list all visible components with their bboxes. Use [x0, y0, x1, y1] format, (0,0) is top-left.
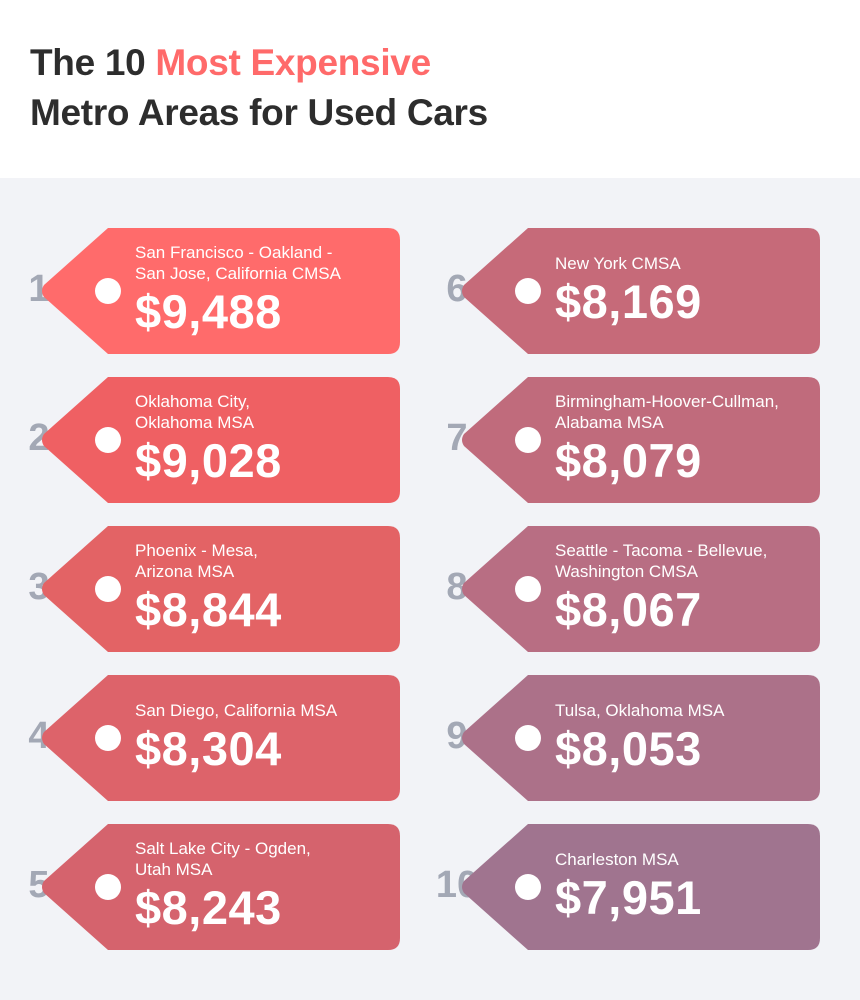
- tag-hole: [515, 576, 541, 602]
- tag-text: San Francisco - Oakland - San Jose, Cali…: [135, 228, 397, 354]
- tag-text: Tulsa, Oklahoma MSA $8,053: [555, 675, 817, 801]
- tag-text: Birmingham-Hoover-Cullman, Alabama MSA $8…: [555, 377, 817, 503]
- tag-shape: [42, 526, 400, 652]
- price-tag: San Diego, California MSA $8,304: [40, 675, 400, 801]
- rank-number: 7: [446, 417, 468, 459]
- rank-number: 3: [28, 566, 50, 608]
- price-tag: Seattle - Tacoma - Bellevue, Washington …: [460, 526, 820, 652]
- tag-text: Phoenix - Mesa, Arizona MSA $8,844: [135, 526, 397, 652]
- metro-area-name: Seattle - Tacoma - Bellevue, Washington …: [555, 541, 768, 581]
- rank-number: 1: [28, 268, 50, 310]
- title-line-1: The 10 Most Expensive: [30, 38, 488, 88]
- title-line-2: Metro Areas for Used Cars: [30, 92, 488, 133]
- average-price: $8,169: [555, 274, 702, 328]
- average-price: $8,067: [555, 583, 702, 636]
- tag-shape: [462, 228, 820, 354]
- tag-body: [462, 824, 820, 950]
- tag-hole: [95, 874, 121, 900]
- tag-text: San Diego, California MSA $8,304: [135, 675, 397, 801]
- tag-hole: [515, 427, 541, 453]
- tag-shape: [462, 824, 820, 950]
- tag-text: New York CMSA $8,169: [555, 228, 817, 354]
- tag-text: Salt Lake City - Ogden, Utah MSA $8,243: [135, 824, 397, 950]
- rank-number: 9: [446, 715, 468, 757]
- price-tag: Oklahoma City, Oklahoma MSA $9,028: [40, 377, 400, 503]
- tag-shape: [42, 228, 400, 354]
- average-price: $7,951: [555, 870, 702, 924]
- price-tag: Phoenix - Mesa, Arizona MSA $8,844: [40, 526, 400, 652]
- tag-hole: [515, 278, 541, 304]
- tag-shape: [462, 675, 820, 801]
- metro-area-name: Phoenix - Mesa, Arizona MSA: [135, 541, 258, 581]
- tag-body: [462, 526, 820, 652]
- average-price: $8,079: [555, 434, 702, 487]
- rank-number: 8: [446, 566, 468, 608]
- tag-body: [42, 675, 400, 801]
- tag-shape: [462, 377, 820, 503]
- tag-body: [42, 377, 400, 503]
- title-prefix: The 10: [30, 42, 156, 83]
- tag-shape: [42, 675, 400, 801]
- tag-hole: [95, 725, 121, 751]
- tag-hole: [515, 725, 541, 751]
- metro-area-name: San Diego, California MSA: [135, 700, 338, 720]
- tag-hole: [95, 427, 121, 453]
- metro-area-name: Tulsa, Oklahoma MSA: [555, 700, 725, 720]
- tag-text: Charleston MSA $7,951: [555, 824, 817, 950]
- average-price: $8,304: [135, 721, 282, 775]
- average-price: $9,028: [135, 434, 282, 487]
- tag-body: [42, 824, 400, 950]
- tag-hole: [515, 874, 541, 900]
- metro-area-name: San Francisco - Oakland - San Jose, Cali…: [135, 243, 341, 283]
- tag-body: [42, 228, 400, 354]
- header: The 10 Most Expensive Metro Areas for Us…: [0, 0, 860, 178]
- price-tag: Tulsa, Oklahoma MSA $8,053: [460, 675, 820, 801]
- tag-text: Seattle - Tacoma - Bellevue, Washington …: [555, 526, 817, 652]
- tag-body: [462, 377, 820, 503]
- rank-number: 6: [446, 268, 468, 310]
- title-accent: Most Expensive: [155, 42, 431, 83]
- metro-area-name: Birmingham-Hoover-Cullman, Alabama MSA: [555, 392, 779, 432]
- average-price: $8,844: [135, 583, 282, 636]
- average-price: $9,488: [135, 285, 282, 338]
- tag-text: Oklahoma City, Oklahoma MSA $9,028: [135, 377, 397, 503]
- price-tag: New York CMSA $8,169: [460, 228, 820, 354]
- tag-body: [462, 675, 820, 801]
- tag-shape: [42, 824, 400, 950]
- metro-area-name: New York CMSA: [555, 253, 681, 273]
- tag-body: [462, 228, 820, 354]
- price-tag: Charleston MSA $7,951: [460, 824, 820, 950]
- tag-shape: [42, 377, 400, 503]
- rank-number: 4: [28, 715, 50, 757]
- tag-shape: [462, 526, 820, 652]
- rank-number: 2: [28, 417, 50, 459]
- metro-area-name: Charleston MSA: [555, 849, 679, 869]
- average-price: $8,243: [135, 881, 282, 934]
- price-tag: Salt Lake City - Ogden, Utah MSA $8,243: [40, 824, 400, 950]
- tag-hole: [95, 278, 121, 304]
- price-tag: San Francisco - Oakland - San Jose, Cali…: [40, 228, 400, 354]
- metro-area-name: Oklahoma City, Oklahoma MSA: [135, 392, 255, 432]
- tag-body: [42, 526, 400, 652]
- price-tag: Birmingham-Hoover-Cullman, Alabama MSA $8…: [460, 377, 820, 503]
- page-title: The 10 Most Expensive Metro Areas for Us…: [30, 38, 488, 138]
- rank-number: 5: [28, 864, 50, 906]
- metro-area-name: Salt Lake City - Ogden, Utah MSA: [135, 839, 311, 879]
- average-price: $8,053: [555, 721, 702, 775]
- tag-hole: [95, 576, 121, 602]
